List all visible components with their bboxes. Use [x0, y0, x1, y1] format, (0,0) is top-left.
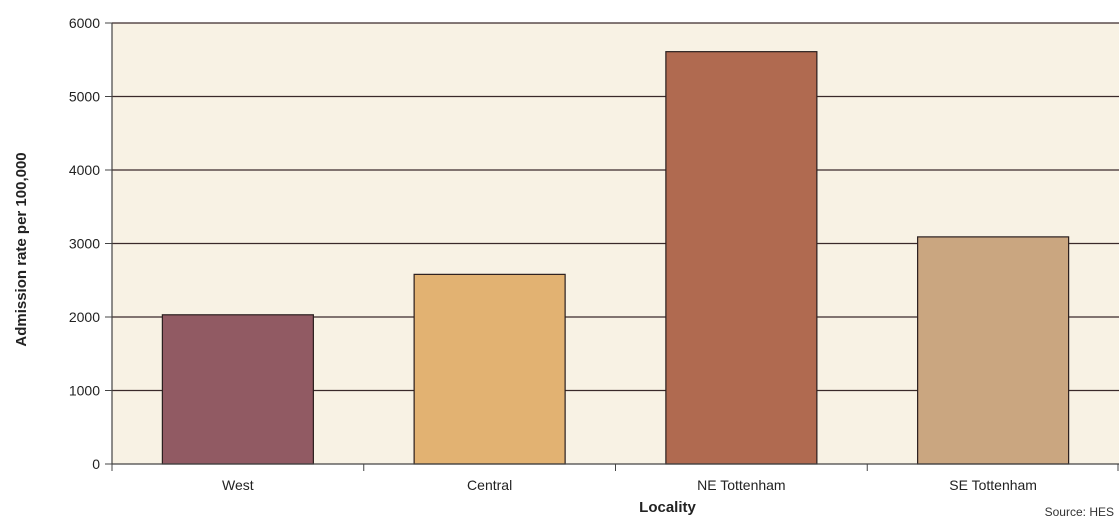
- y-tick-labels: 0 1000 2000 3000 4000 5000 6000: [69, 15, 100, 472]
- x-tick-label: NE Tottenham: [697, 477, 785, 493]
- y-axis-title: Admission rate per 100,000: [13, 152, 30, 346]
- y-tick-label: 2000: [69, 309, 100, 325]
- bar-ne-tottenham: [665, 51, 818, 465]
- y-tick-label: 0: [92, 456, 100, 472]
- source-note: Source: HES: [1045, 505, 1114, 519]
- x-tick-labels: West Central NE Tottenham SE Tottenham: [222, 477, 1037, 493]
- bar-central: [413, 273, 566, 465]
- axes: [105, 22, 1119, 471]
- y-tick-label: 6000: [69, 15, 100, 31]
- bars: [161, 51, 1070, 465]
- bar-west: [161, 314, 314, 465]
- y-tick-label: 5000: [69, 89, 100, 105]
- x-tick-label: Central: [467, 477, 512, 493]
- y-tick-label: 3000: [69, 236, 100, 252]
- y-tick-label: 1000: [69, 383, 100, 399]
- x-axis-title: Locality: [639, 499, 696, 516]
- bar-se-tottenham: [917, 236, 1070, 465]
- x-tick-label: SE Tottenham: [949, 477, 1037, 493]
- y-tick-label: 4000: [69, 162, 100, 178]
- x-tick-label: West: [222, 477, 254, 493]
